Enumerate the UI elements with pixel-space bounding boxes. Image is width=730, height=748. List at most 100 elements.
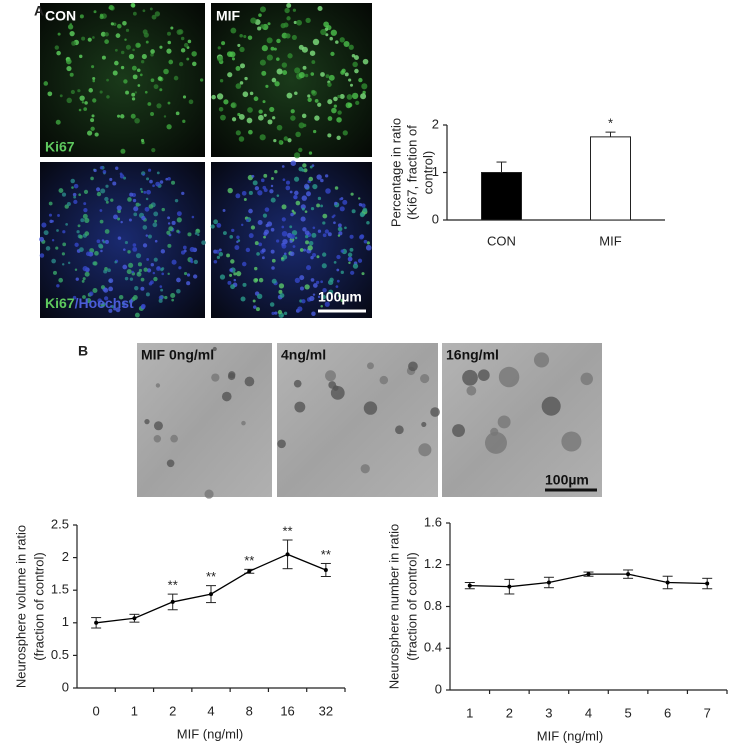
cell — [132, 246, 138, 252]
cell — [72, 295, 77, 300]
cell — [132, 198, 137, 203]
cell — [123, 79, 128, 84]
cell — [250, 17, 257, 24]
cell — [279, 293, 285, 298]
cell — [285, 33, 291, 39]
cell — [274, 169, 278, 174]
cell — [171, 180, 176, 185]
cell — [158, 295, 164, 300]
cell — [349, 234, 354, 239]
cell — [295, 131, 301, 138]
cell — [104, 32, 109, 37]
cell — [102, 170, 107, 174]
cell — [308, 151, 313, 155]
cell — [337, 226, 343, 232]
cell — [86, 298, 92, 304]
cell — [247, 35, 253, 40]
cell — [325, 74, 330, 79]
cell — [96, 239, 101, 244]
cell — [335, 40, 339, 44]
cell — [154, 11, 161, 17]
cell — [366, 241, 370, 245]
cell — [230, 284, 236, 290]
cell — [83, 207, 88, 213]
cell — [299, 248, 304, 252]
cell — [264, 207, 270, 212]
cell — [270, 177, 274, 180]
cell — [325, 33, 329, 37]
cell — [176, 277, 181, 283]
cell — [561, 431, 582, 452]
cell — [280, 23, 286, 29]
cell — [135, 202, 140, 207]
cell — [122, 264, 128, 270]
cell — [580, 372, 593, 386]
cell — [317, 229, 322, 233]
cell — [320, 72, 325, 77]
cell — [174, 198, 179, 203]
cell — [309, 165, 313, 169]
cell — [265, 223, 269, 228]
cell — [99, 219, 104, 224]
significance-label: ** — [168, 578, 178, 593]
cell — [308, 176, 314, 182]
cell — [349, 83, 353, 87]
cell — [66, 202, 71, 206]
cell — [147, 234, 153, 239]
cell — [94, 132, 99, 137]
cell — [289, 225, 293, 229]
image-label: Ki67 — [45, 139, 75, 155]
cell — [155, 383, 161, 388]
cell — [186, 281, 191, 286]
cell — [261, 45, 268, 52]
x-tick-label: 7 — [704, 705, 711, 720]
x-tick-label: MIF — [599, 233, 621, 248]
cell — [273, 138, 277, 143]
cell — [541, 396, 561, 416]
cell — [220, 114, 226, 121]
cell — [71, 40, 76, 46]
cell — [140, 190, 144, 194]
cell — [92, 98, 97, 103]
cell — [259, 6, 266, 13]
x-tick-label: 6 — [664, 705, 671, 720]
cell — [120, 114, 125, 119]
cell — [134, 91, 137, 94]
cell — [292, 8, 297, 12]
cell — [286, 92, 293, 99]
cell — [186, 273, 191, 277]
cell — [171, 220, 176, 225]
cell — [231, 57, 236, 61]
cell — [320, 204, 324, 208]
cell — [314, 115, 320, 121]
cell — [306, 265, 312, 271]
cell — [55, 246, 59, 250]
cell — [92, 79, 96, 83]
cell — [73, 183, 79, 189]
cell — [133, 212, 138, 217]
cell — [118, 294, 124, 300]
cell — [285, 180, 291, 185]
cell — [193, 259, 198, 265]
cell — [270, 184, 274, 188]
cell — [81, 36, 86, 41]
cell — [366, 220, 370, 225]
cell — [270, 227, 275, 232]
cell — [533, 352, 550, 368]
cell — [143, 267, 148, 272]
x-tick-label: 2 — [169, 703, 176, 718]
cell — [379, 375, 389, 385]
cell — [490, 427, 499, 436]
cell — [226, 51, 233, 58]
cell — [51, 258, 56, 264]
cell — [215, 249, 220, 254]
cell — [290, 109, 295, 114]
cell — [236, 271, 242, 277]
y-tick-label: 1.6 — [424, 514, 442, 529]
cell — [282, 238, 288, 245]
cell — [269, 189, 274, 194]
cell — [226, 253, 230, 258]
image-label: 4ng/ml — [281, 347, 326, 363]
point — [626, 572, 631, 577]
cell — [466, 385, 477, 396]
